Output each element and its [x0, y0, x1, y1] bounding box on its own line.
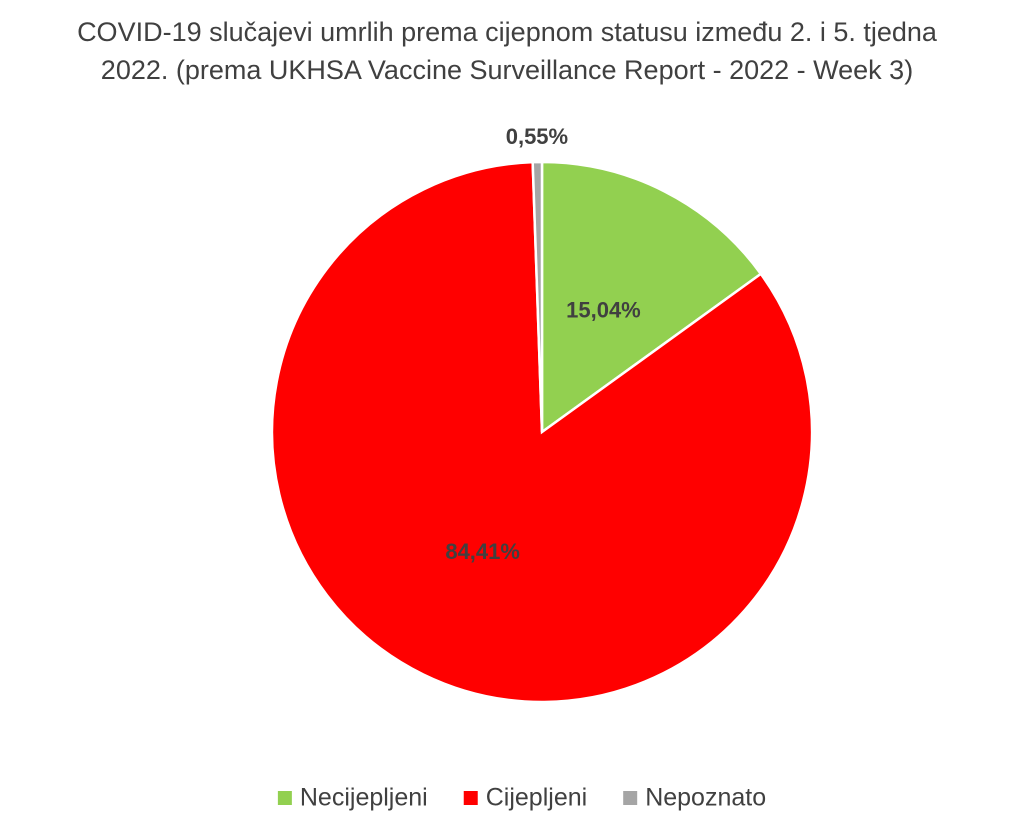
data-label: 15,04% — [566, 298, 641, 323]
legend-label: Cijepljeni — [486, 784, 587, 812]
chart-title: 2022. (prema UKHSA Vaccine Surveillance … — [101, 55, 913, 85]
legend-label: Nepoznato — [645, 784, 766, 812]
legend-swatch — [623, 791, 638, 805]
legend-swatch — [277, 791, 292, 805]
pie-slice — [531, 160, 544, 433]
data-label: 84,41% — [445, 539, 520, 564]
data-label: 0,55% — [506, 124, 568, 149]
legend: Necijepljeni Cijepljeni Nepoznato — [277, 784, 766, 812]
legend-swatch — [463, 791, 478, 805]
legend-label: Necijepljeni — [300, 784, 428, 812]
pie-slice — [540, 160, 763, 435]
pie-slice — [270, 160, 814, 704]
chart-title: COVID-19 slučajevi umrlih prema cijepnom… — [77, 17, 938, 47]
